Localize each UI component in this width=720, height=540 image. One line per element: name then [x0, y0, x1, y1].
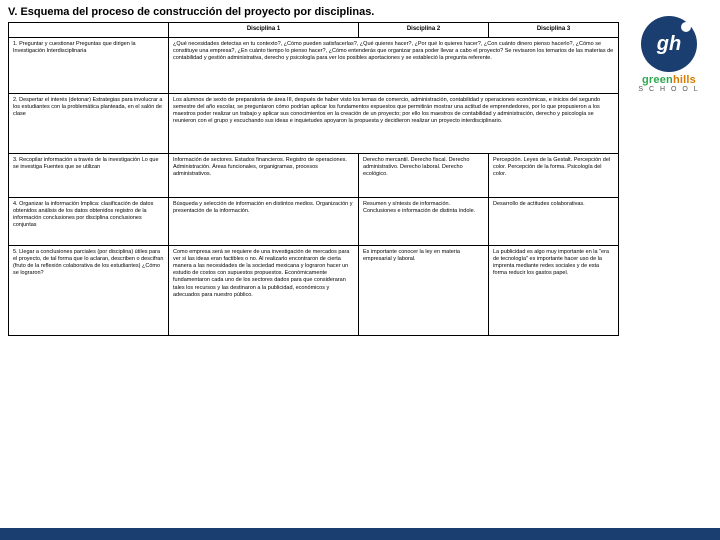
logo-monogram: gh [657, 33, 681, 56]
table-row: 5. Llegar a conclusiones parciales (por … [9, 245, 619, 335]
row3-c4: Percepción. Leyes de la Gestalt. Percepc… [489, 153, 619, 197]
header-disc3: Disciplina 3 [489, 23, 619, 38]
table-row: 4. Organizar la información Implica: cla… [9, 197, 619, 245]
header-disc2: Disciplina 2 [359, 23, 489, 38]
process-table: Disciplina 1 Disciplina 2 Disciplina 3 1… [8, 22, 619, 336]
row5-label: 5. Llegar a conclusiones parciales (por … [9, 245, 169, 335]
logo-word-a: green [642, 74, 673, 86]
row4-c2: Búsqueda y selección de información en d… [169, 197, 359, 245]
table-row: 2. Despertar el interés (detonar) Estrat… [9, 93, 619, 153]
logo-wordmark: greenhills [628, 74, 710, 86]
row2-label: 2. Despertar el interés (detonar) Estrat… [9, 93, 169, 153]
footer-stripe [0, 528, 720, 540]
row2-content: Los alumnos de sexto de preparatoria de … [169, 93, 619, 153]
row3-c2: Información de sectores. Estados financi… [169, 153, 359, 197]
logo-word-b: hills [673, 74, 696, 86]
logo-mark: gh [641, 16, 697, 72]
row5-c2: Como empresa será se requiere de una inv… [169, 245, 359, 335]
header-blank [9, 23, 169, 38]
row3-c3: Derecho mercantil. Derecho fiscal. Derec… [359, 153, 489, 197]
row1-label: 1. Preguntar y cuestionar Preguntas que … [9, 37, 169, 93]
table-row: 1. Preguntar y cuestionar Preguntas que … [9, 37, 619, 93]
table-row: 3. Recopilar información a través de la … [9, 153, 619, 197]
header-row: Disciplina 1 Disciplina 2 Disciplina 3 [9, 23, 619, 38]
section-title: V. Esquema del proceso de construcción d… [8, 6, 712, 18]
logo-dot-icon [681, 22, 691, 32]
header-disc1: Disciplina 1 [169, 23, 359, 38]
row5-c3: Es importante conocer la ley en materia … [359, 245, 489, 335]
row1-content: ¿Qué necesidades detectas en tu contexto… [169, 37, 619, 93]
page: V. Esquema del proceso de construcción d… [0, 0, 720, 540]
row5-c4: La publicidad es algo muy importante en … [489, 245, 619, 335]
row4-c3: Resumen y síntesis de información. Concl… [359, 197, 489, 245]
logo-subtext: S C H O O L [628, 86, 710, 93]
row3-label: 3. Recopilar información a través de la … [9, 153, 169, 197]
row4-c4: Desarrollo de actitudes colaborativas. [489, 197, 619, 245]
brand-logo: gh greenhills S C H O O L [628, 16, 710, 93]
row4-label: 4. Organizar la información Implica: cla… [9, 197, 169, 245]
